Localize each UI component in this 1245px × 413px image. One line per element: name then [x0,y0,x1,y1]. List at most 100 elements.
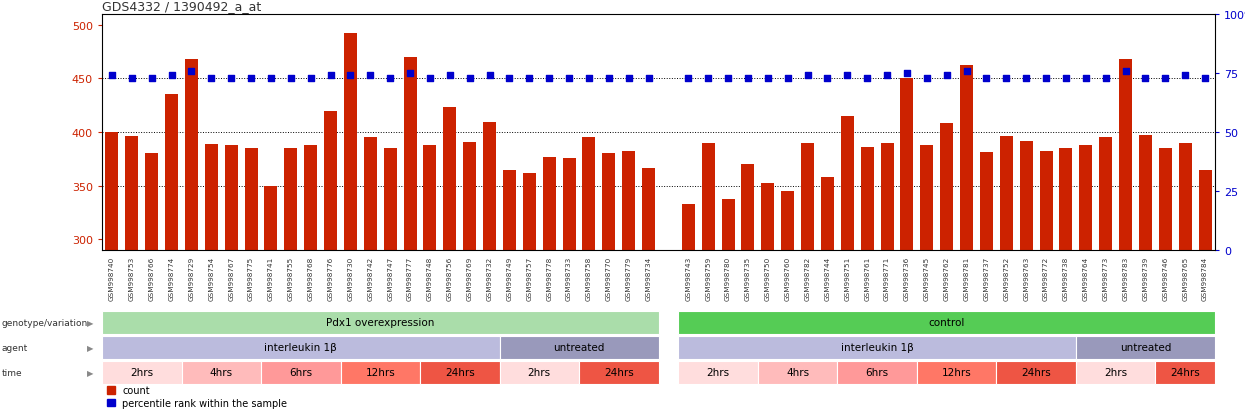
Bar [126,137,138,413]
Text: 24hrs: 24hrs [1021,367,1051,377]
Bar [284,149,298,413]
Bar [820,178,834,413]
Point [1195,75,1215,82]
Bar [503,170,515,413]
Bar [1059,149,1072,413]
Text: time: time [1,368,22,377]
Point [639,75,659,82]
Bar [102,361,182,384]
Text: genotype/variation: genotype/variation [1,318,87,327]
Bar [102,337,499,359]
Point [738,75,758,82]
Text: 24hrs: 24hrs [1170,367,1200,377]
Bar [483,123,496,413]
Text: agent: agent [1,343,27,352]
Text: 2hrs: 2hrs [131,367,153,377]
Bar [1199,170,1211,413]
Point [798,73,818,79]
Text: 2hrs: 2hrs [707,367,730,377]
Bar [583,138,595,413]
Bar [996,361,1076,384]
Bar [1139,136,1152,413]
Point [122,75,142,82]
Bar [758,361,838,384]
Bar [801,143,814,413]
Text: interleukin 1β: interleukin 1β [264,342,337,352]
Bar [261,361,340,384]
Bar [980,153,994,413]
Point [818,75,838,82]
Point [1155,75,1175,82]
Bar [1159,149,1172,413]
Point [479,73,499,79]
Bar [563,158,575,413]
Bar [102,311,659,334]
Point [1036,75,1056,82]
Bar [264,186,278,413]
Bar [344,34,357,413]
Point [778,75,798,82]
Text: ▶: ▶ [87,318,93,327]
Point [182,68,202,75]
Text: 4hrs: 4hrs [786,367,809,377]
Point [380,75,400,82]
Point [916,75,936,82]
Bar [1040,152,1052,413]
Bar [523,173,535,413]
Text: control: control [929,317,965,327]
Text: untreated: untreated [1119,342,1172,352]
Text: 6hrs: 6hrs [289,367,312,377]
Bar [182,361,261,384]
Point [619,75,639,82]
Point [202,75,222,82]
Point [142,75,162,82]
Text: 24hrs: 24hrs [604,367,634,377]
Point [459,75,479,82]
Point [996,75,1016,82]
Point [1056,75,1076,82]
Bar [383,149,397,413]
Text: 24hrs: 24hrs [444,367,474,377]
Text: 12hrs: 12hrs [941,367,971,377]
Bar [403,58,417,413]
Point [519,75,539,82]
Point [679,75,698,82]
Bar [340,361,420,384]
Bar [1000,137,1012,413]
Bar [225,145,238,413]
Bar [762,184,774,413]
Point [222,75,242,82]
Legend: count, percentile rank within the sample: count, percentile rank within the sample [107,385,288,408]
Point [321,73,341,79]
Bar [1155,361,1215,384]
Bar [423,145,437,413]
Bar [679,337,1076,359]
Bar [722,199,735,413]
Bar [682,204,695,413]
Bar [880,143,894,413]
Bar [622,152,635,413]
Point [1016,75,1036,82]
Bar [443,108,456,413]
Text: 6hrs: 6hrs [865,367,889,377]
Bar [324,111,337,413]
Point [1135,75,1155,82]
Point [439,73,459,79]
Point [758,75,778,82]
Bar [742,165,754,413]
Bar [579,361,659,384]
Point [936,73,956,79]
Bar [166,95,178,413]
Text: ▶: ▶ [87,343,93,352]
Bar [543,157,555,413]
Bar [702,143,715,413]
Bar [642,169,655,413]
Bar [838,361,916,384]
Point [539,75,559,82]
Bar [940,124,954,413]
Bar [1119,60,1132,413]
Bar [186,60,198,413]
Bar [1020,141,1032,413]
Bar [1179,143,1191,413]
Bar [364,138,377,413]
